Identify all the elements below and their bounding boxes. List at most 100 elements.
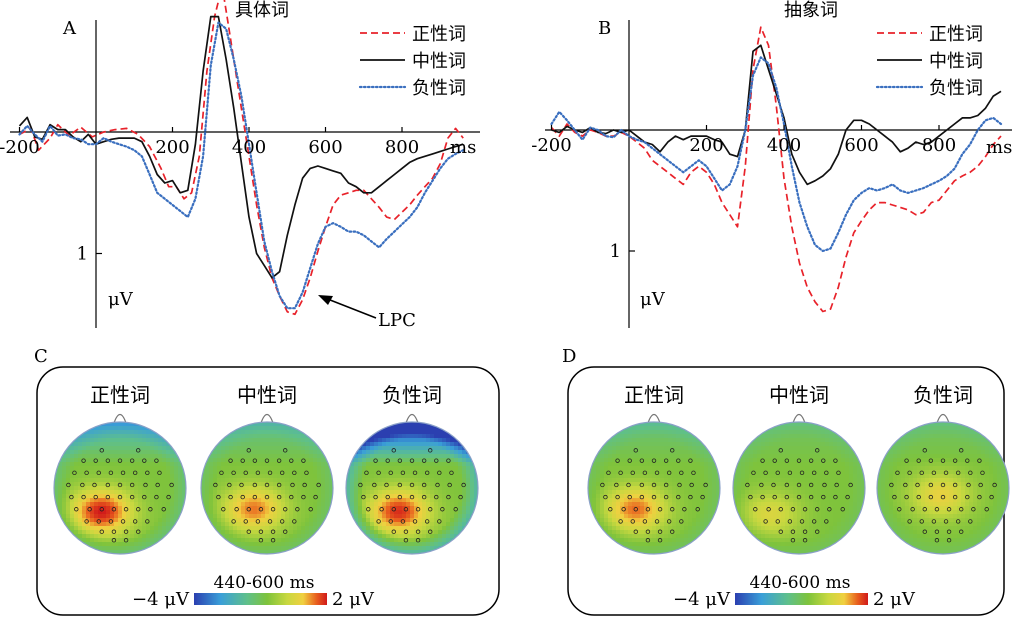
electrode-marker bbox=[790, 538, 796, 543]
electrode-marker bbox=[670, 507, 675, 512]
colorbar-d bbox=[735, 593, 868, 605]
legend-label-1: 正性词 bbox=[929, 24, 983, 45]
electrode-marker bbox=[971, 507, 976, 512]
electrode-marker bbox=[651, 494, 657, 500]
electrode-marker bbox=[239, 482, 244, 488]
x-tick-label: 200 bbox=[155, 137, 189, 158]
erp-plot-a: -200 200 400 600 800 1 bbox=[0, 0, 480, 328]
electrode-marker bbox=[787, 470, 793, 476]
electrode-marker bbox=[142, 494, 147, 500]
electrode-marker bbox=[364, 470, 369, 476]
electrode-marker bbox=[836, 470, 841, 476]
electrode-marker bbox=[928, 494, 934, 500]
electrode-marker bbox=[366, 507, 371, 512]
electrode-marker bbox=[428, 529, 433, 534]
panel-letter-a: A bbox=[62, 18, 77, 39]
electrode-marker bbox=[802, 507, 808, 512]
electrode-marker bbox=[633, 529, 638, 534]
electrode-marker bbox=[787, 519, 793, 524]
electrode-marker bbox=[213, 482, 218, 488]
electrode-marker bbox=[784, 494, 790, 500]
electrode-marker bbox=[639, 482, 645, 488]
electrode-marker bbox=[989, 494, 994, 500]
electrode-marker bbox=[252, 494, 258, 500]
electrode-marker bbox=[808, 458, 814, 463]
electrode-marker bbox=[93, 458, 98, 463]
electrode-marker bbox=[642, 519, 648, 524]
topo-map-1: 正性词 bbox=[587, 383, 721, 555]
electrode-marker bbox=[155, 482, 160, 488]
electrode-marker bbox=[654, 470, 660, 476]
electrode-marker bbox=[415, 538, 421, 543]
electrode-marker bbox=[959, 448, 964, 453]
electrode-marker bbox=[302, 482, 307, 488]
head-outline bbox=[345, 421, 479, 555]
electrode-marker bbox=[679, 470, 684, 476]
topo-map-2: 中性词 bbox=[200, 383, 334, 555]
electrode-marker bbox=[824, 470, 829, 476]
electrode-marker bbox=[289, 458, 294, 463]
electrode-marker bbox=[651, 458, 657, 463]
electrode-marker bbox=[940, 482, 946, 488]
electrode-marker bbox=[169, 482, 174, 488]
electrode-marker bbox=[766, 507, 771, 512]
electrode-marker bbox=[666, 519, 672, 524]
electrode-marker bbox=[243, 470, 248, 476]
electrode-marker bbox=[228, 494, 233, 500]
panel-a: A 具体词 -200 200 400 600 800 1 ms μV LPC 正性词中性词… bbox=[0, 0, 480, 331]
electrode-marker bbox=[663, 494, 669, 500]
electrode-marker bbox=[145, 470, 150, 476]
nose-marker bbox=[113, 413, 127, 424]
electrode-marker bbox=[279, 470, 285, 476]
topo-heat bbox=[877, 422, 1009, 554]
electrode-marker bbox=[447, 482, 452, 488]
electrode-marker bbox=[304, 470, 309, 476]
series-line-2 bbox=[551, 44, 1002, 186]
electrode-marker bbox=[943, 470, 949, 476]
electrode-marker bbox=[231, 519, 236, 524]
electrode-marker bbox=[895, 470, 900, 476]
electrode-marker bbox=[400, 470, 406, 476]
electrode-marker bbox=[606, 470, 611, 476]
electrode-marker bbox=[965, 494, 970, 500]
electrode-marker bbox=[361, 494, 366, 500]
electrode-marker bbox=[618, 519, 623, 524]
electrode-marker bbox=[775, 519, 780, 524]
electrode-marker bbox=[258, 538, 264, 543]
electrode-marker bbox=[916, 458, 921, 463]
electrode-marker bbox=[630, 519, 635, 524]
electrode-marker bbox=[676, 494, 681, 500]
electrode-marker bbox=[943, 519, 949, 524]
x-tick-label: -200 bbox=[531, 135, 571, 156]
electrode-marker bbox=[614, 482, 619, 488]
head-outline bbox=[200, 421, 334, 555]
electrode-marker bbox=[458, 494, 463, 500]
cbar-max-d: 2 μV bbox=[873, 589, 916, 610]
electrode-marker bbox=[453, 507, 458, 512]
electrode-marker bbox=[123, 538, 129, 543]
electrode-marker bbox=[409, 458, 415, 463]
electrode-marker bbox=[845, 494, 850, 500]
electrode-marker bbox=[670, 529, 675, 534]
electrode-marker bbox=[897, 507, 902, 512]
electrode-marker bbox=[790, 507, 796, 512]
electrode-marker bbox=[161, 507, 166, 512]
x-tick-label: -200 bbox=[0, 137, 40, 158]
electrode-marker bbox=[379, 507, 384, 512]
electrode-marker bbox=[437, 470, 442, 476]
electrode-marker bbox=[959, 507, 964, 512]
electrode-marker bbox=[397, 482, 403, 488]
electrode-marker bbox=[600, 482, 605, 488]
x-tick-label: 600 bbox=[308, 137, 342, 158]
electrode-marker bbox=[904, 458, 909, 463]
electrode-marker bbox=[252, 482, 258, 488]
electrode-marker bbox=[461, 482, 466, 488]
electrode-marker bbox=[688, 458, 693, 463]
topo-maps-d: 正性词 中性词 负性词 bbox=[587, 383, 1010, 555]
electrode-marker bbox=[821, 458, 826, 463]
electrode-marker bbox=[977, 494, 982, 500]
electrode-marker bbox=[811, 519, 817, 524]
electrode-marker bbox=[915, 482, 920, 488]
head-outline bbox=[587, 421, 721, 555]
nose-marker bbox=[936, 413, 950, 424]
